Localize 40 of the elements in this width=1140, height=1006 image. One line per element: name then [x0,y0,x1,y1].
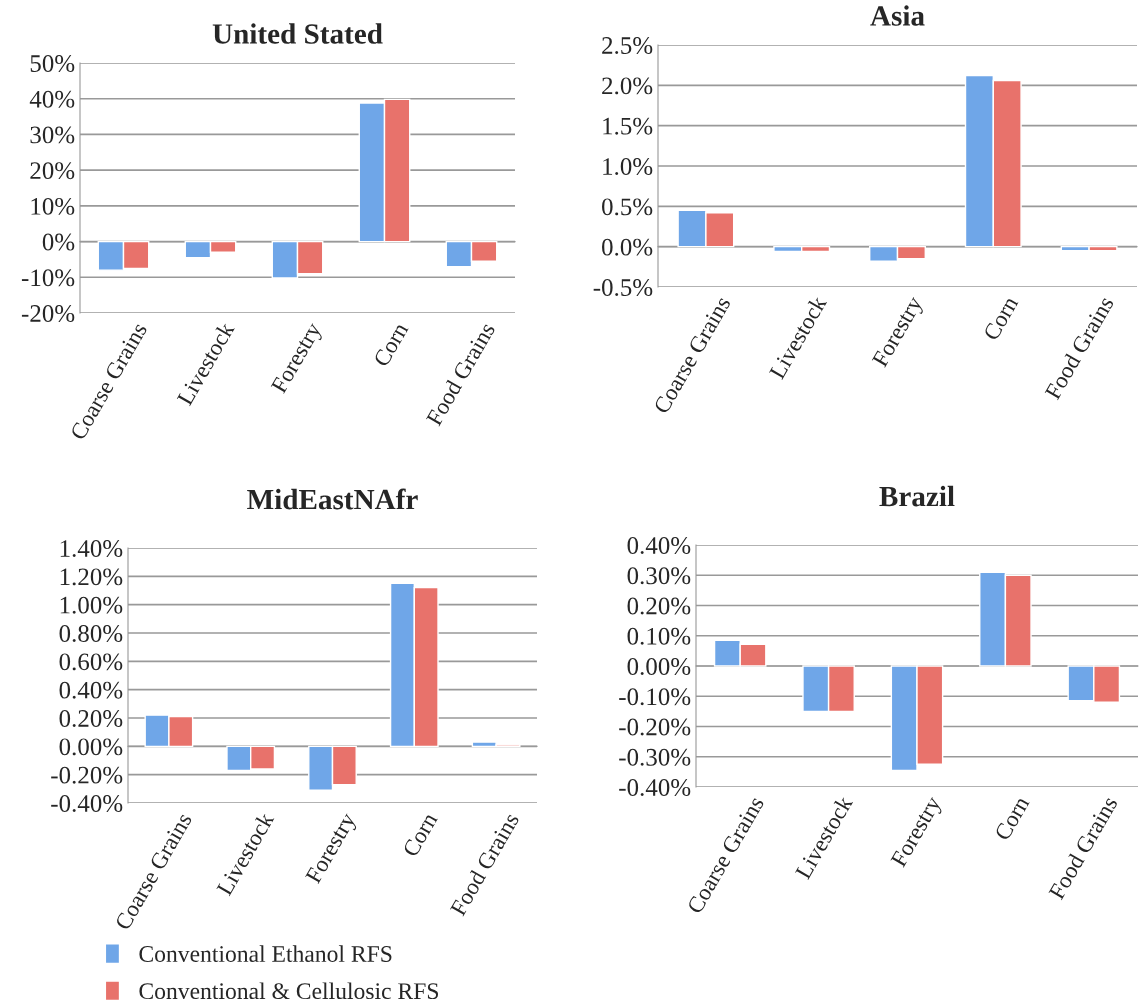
chart-title: Asia [870,5,925,26]
y-tick-label: -20% [21,305,75,322]
y-tick-label: 1.00% [60,596,123,614]
y-tick-label: 0.60% [59,653,123,671]
y-tick-label: 40% [29,90,75,108]
y-tick-label: 0% [42,233,75,251]
y-tick-label: 50% [30,55,75,72]
y-tick-label: 1.20% [60,568,123,586]
y-tick-label: 0.30% [627,567,691,585]
chart-title: Brazil [879,485,955,507]
y-tick-label: -0.10% [619,688,691,706]
y-tick-label: 2.5% [602,37,653,55]
chart-title: United Stated [212,23,383,44]
chart-title: MidEastNAfr [247,488,418,510]
y-tick-label: 0.80% [59,625,123,643]
y-tick-label: 0.10% [627,627,691,645]
y-tick-label: 0.5% [602,198,653,216]
y-tick-label: 0.0% [602,238,653,256]
y-tick-label: 30% [30,126,75,144]
legend-label: Conventional Ethanol RFS [139,945,392,962]
y-tick-label: 0.00% [627,658,691,676]
y-tick-label: -0.5% [593,279,653,297]
y-tick-label: 0.00% [59,738,123,756]
y-tick-label: 0.20% [627,597,691,615]
y-tick-label: 1.0% [603,158,653,176]
y-tick-label: -10% [21,269,75,287]
y-tick-label: 0.40% [627,537,691,555]
y-tick-label: 10% [31,197,75,215]
y-tick-label: 1.40% [60,540,123,558]
legend-label: Conventional & Cellulosic RFS [139,982,439,1000]
y-tick-label: -0.30% [619,748,691,766]
y-tick-label: -0.20% [619,718,691,736]
y-tick-label: -0.40% [51,795,123,813]
y-tick-label: 2.0% [602,77,653,95]
y-tick-label: 20% [30,162,75,180]
y-tick-label: -0.40% [619,779,691,797]
y-tick-label: 0.40% [59,681,123,699]
y-tick-label: 1.5% [603,117,653,135]
y-tick-label: 0.20% [59,710,123,728]
y-tick-label: -0.20% [51,766,123,784]
